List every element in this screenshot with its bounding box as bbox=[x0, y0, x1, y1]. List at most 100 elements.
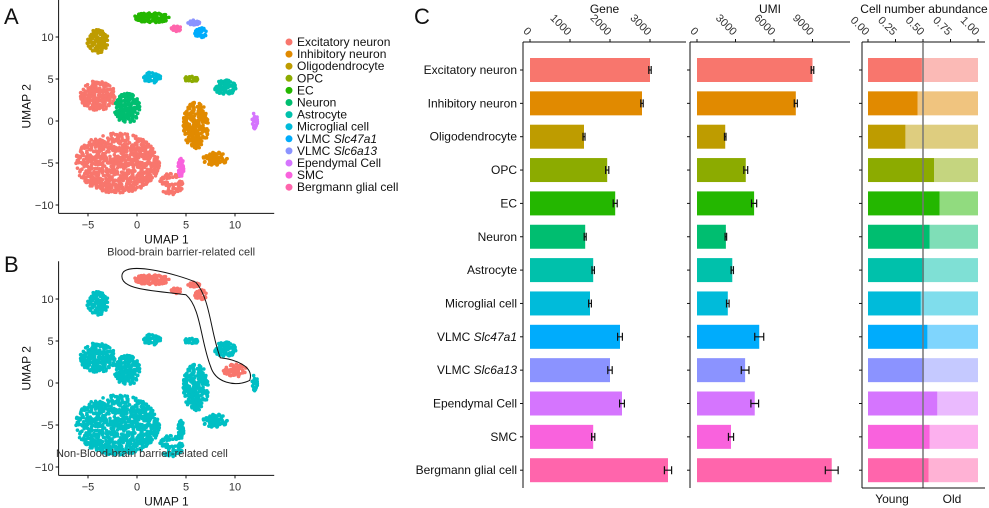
cell-point bbox=[200, 125, 204, 129]
cell-point bbox=[136, 434, 141, 439]
bar-old bbox=[924, 258, 978, 283]
cell-point bbox=[142, 156, 147, 160]
cell-point bbox=[170, 26, 174, 30]
cell-point bbox=[181, 385, 186, 390]
cell-point bbox=[109, 184, 114, 189]
cell-point bbox=[107, 177, 111, 181]
cell-point bbox=[149, 281, 154, 285]
cell-point bbox=[98, 39, 103, 43]
cell-point bbox=[85, 82, 90, 87]
cell-point bbox=[202, 105, 206, 109]
cell-point bbox=[164, 280, 168, 285]
cell-point bbox=[111, 355, 116, 359]
cell-point bbox=[125, 145, 130, 150]
y-tick-label: 10 bbox=[41, 32, 53, 44]
cell-point bbox=[101, 435, 106, 440]
cell-point bbox=[124, 354, 129, 359]
cell-point bbox=[138, 274, 142, 278]
cell-point bbox=[120, 408, 124, 412]
cell-point bbox=[120, 151, 125, 156]
cell-point bbox=[149, 19, 154, 23]
cell-point bbox=[189, 117, 193, 122]
cell-point bbox=[117, 95, 122, 99]
cell-point bbox=[182, 129, 187, 134]
x-tick-label: 0 bbox=[688, 25, 701, 38]
cell-point bbox=[187, 138, 192, 143]
cell-point bbox=[162, 275, 166, 279]
legend-swatch bbox=[285, 62, 293, 70]
series-label-old: Old bbox=[943, 492, 962, 506]
category-label: Excitatory neuron bbox=[424, 63, 517, 77]
cell-point bbox=[122, 171, 126, 175]
cell-point bbox=[197, 140, 202, 145]
cell-point bbox=[119, 139, 123, 144]
cell-point bbox=[120, 164, 125, 169]
bar bbox=[530, 58, 650, 82]
cell-point bbox=[185, 123, 189, 127]
cell-point bbox=[153, 163, 157, 168]
cell-point bbox=[127, 107, 132, 111]
cell-point bbox=[127, 181, 132, 185]
bar bbox=[697, 424, 732, 449]
cell-point bbox=[115, 169, 119, 174]
x-tick-label: 2000 bbox=[588, 12, 614, 38]
cell-point bbox=[108, 154, 112, 159]
cell-point bbox=[76, 416, 81, 420]
cell-point bbox=[141, 183, 146, 187]
cell-point bbox=[153, 425, 157, 430]
cell-point bbox=[153, 278, 157, 282]
cell-point bbox=[98, 301, 103, 305]
cell-point bbox=[199, 105, 203, 109]
cell-point bbox=[119, 181, 123, 185]
cell-point bbox=[163, 190, 168, 195]
cell-point bbox=[81, 420, 86, 424]
cell-point bbox=[125, 170, 129, 175]
cell-point bbox=[192, 76, 197, 81]
bar-old bbox=[905, 124, 978, 149]
cell-point bbox=[208, 152, 212, 156]
cell-point bbox=[80, 151, 85, 155]
category-label: Neuron bbox=[478, 230, 517, 244]
cell-point bbox=[100, 291, 105, 296]
bar-young bbox=[868, 291, 921, 316]
error-bar bbox=[743, 166, 749, 175]
cell-point bbox=[147, 156, 152, 161]
cell-point bbox=[216, 151, 221, 156]
cell-point bbox=[103, 356, 108, 360]
cell-point bbox=[151, 170, 156, 174]
cell-point bbox=[79, 352, 83, 357]
cell-point bbox=[152, 77, 157, 81]
bar-young bbox=[868, 191, 940, 216]
category-label: SMC bbox=[490, 430, 517, 444]
cell-point bbox=[183, 76, 187, 81]
cell-point bbox=[129, 406, 134, 410]
bar-old bbox=[929, 224, 978, 249]
cell-point bbox=[198, 26, 203, 31]
cell-point bbox=[100, 360, 105, 365]
cell-point bbox=[186, 77, 191, 81]
cell-point bbox=[232, 373, 237, 377]
cell-point bbox=[156, 77, 161, 81]
cell-point bbox=[101, 173, 106, 178]
cell-point bbox=[178, 182, 182, 187]
cell-point bbox=[82, 143, 87, 148]
cell-point bbox=[99, 419, 104, 423]
bar bbox=[697, 58, 813, 82]
cell-point bbox=[195, 366, 200, 371]
cell-point bbox=[185, 385, 189, 389]
bar bbox=[697, 124, 726, 149]
cell-point bbox=[87, 429, 91, 433]
cell-point bbox=[167, 176, 171, 180]
cell-point bbox=[176, 186, 181, 191]
cell-point bbox=[111, 410, 115, 415]
cell-point bbox=[133, 398, 138, 403]
cell-point bbox=[231, 83, 235, 87]
cell-point bbox=[122, 400, 126, 405]
bar-old bbox=[920, 291, 978, 316]
cell-point bbox=[132, 381, 136, 385]
cell-point bbox=[122, 142, 127, 147]
cell-point bbox=[116, 102, 120, 107]
cell-point bbox=[93, 292, 98, 296]
y-axis-title: UMAP 2 bbox=[20, 84, 34, 129]
